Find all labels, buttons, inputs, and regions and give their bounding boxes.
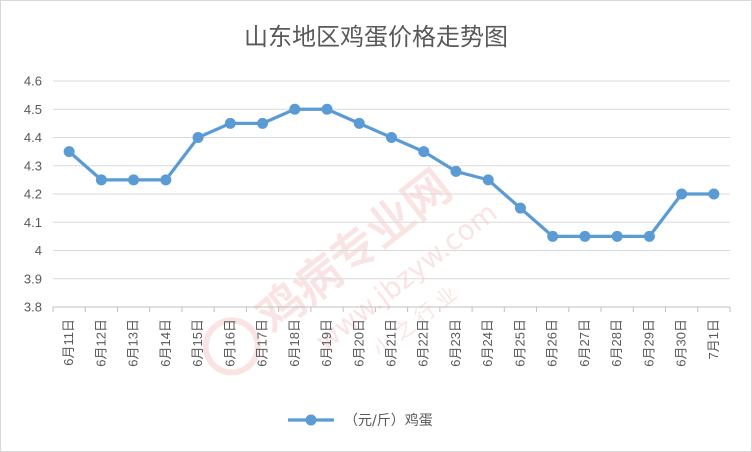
x-tick-label: 6月13日 — [126, 319, 141, 367]
x-tick-label: 6月17日 — [255, 319, 270, 367]
y-tick-label: 4 — [35, 243, 42, 258]
data-point — [160, 174, 172, 186]
legend-marker — [305, 414, 317, 426]
y-tick-label: 3.8 — [24, 300, 42, 315]
data-point — [708, 188, 720, 200]
x-tick-label: 6月23日 — [448, 319, 463, 367]
data-point — [643, 230, 655, 242]
data-point — [418, 146, 430, 158]
legend: （元/斤）鸡蛋 — [288, 412, 433, 429]
y-tick-label: 4.3 — [24, 158, 42, 173]
legend-label: （元/斤）鸡蛋 — [344, 412, 433, 429]
x-tick-label: 6月18日 — [287, 319, 302, 367]
data-point — [386, 132, 397, 143]
y-tick-label: 3.9 — [24, 271, 42, 286]
x-tick-label: 6月15日 — [190, 319, 205, 367]
data-point — [128, 174, 140, 186]
x-tick-label: 6月28日 — [609, 319, 624, 367]
x-tick-label: 6月20日 — [351, 319, 366, 367]
x-tick-label: 6月26日 — [545, 319, 560, 367]
y-tick-label: 4.1 — [24, 215, 42, 230]
x-tick-label: 6月27日 — [577, 319, 592, 367]
series-layer — [63, 103, 720, 242]
data-point — [514, 202, 526, 214]
x-tick-label: 6月11日 — [61, 319, 76, 366]
data-point — [547, 230, 559, 242]
x-tick-label: 6月30日 — [674, 319, 689, 367]
watermark: 鸡病专业网 www.jbzyw.com 小 之 行 业 — [202, 159, 503, 376]
x-tick-label: 6月21日 — [384, 319, 399, 367]
data-point — [224, 117, 236, 129]
x-tick-label: 6月12日 — [93, 319, 108, 367]
watermark-logo — [202, 317, 261, 376]
y-tick-label: 4.5 — [24, 102, 42, 117]
x-tick-label: 6月19日 — [319, 319, 334, 367]
data-point — [579, 230, 591, 242]
chart-title: 山东地区鸡蛋价格走势图 — [244, 23, 508, 51]
x-tick-label: 6月22日 — [416, 319, 431, 367]
x-tick-label: 6月24日 — [480, 319, 495, 367]
x-tick-label: 7月1日 — [706, 319, 721, 359]
y-tick-label: 4.4 — [24, 130, 42, 145]
y-tick-label: 4.6 — [24, 74, 42, 89]
x-axis: 6月11日 6月12日 6月13日 6月14日 6月15日 6月16日 6月17日 6月18日… — [52, 307, 731, 367]
data-point — [321, 103, 333, 115]
x-tick-label: 6月25日 — [512, 319, 527, 367]
data-point — [257, 117, 269, 129]
x-tick-label: 6月14日 — [158, 319, 173, 367]
data-point — [63, 146, 75, 158]
data-point — [289, 103, 301, 115]
y-tick-label: 4.2 — [24, 187, 42, 202]
data-point — [676, 188, 688, 200]
x-tick-label: 6月16日 — [222, 319, 237, 367]
data-point — [450, 165, 462, 177]
data-point — [353, 117, 365, 129]
x-tick-label: 6月29日 — [641, 319, 656, 367]
data-point — [482, 174, 494, 186]
data-point — [95, 174, 107, 186]
y-axis: 3.8 3.9 4 4.1 4.2 4.3 4.4 4.5 4.6 — [24, 74, 42, 315]
gridlines — [53, 80, 730, 308]
data-point — [192, 132, 204, 143]
data-point — [611, 230, 623, 242]
